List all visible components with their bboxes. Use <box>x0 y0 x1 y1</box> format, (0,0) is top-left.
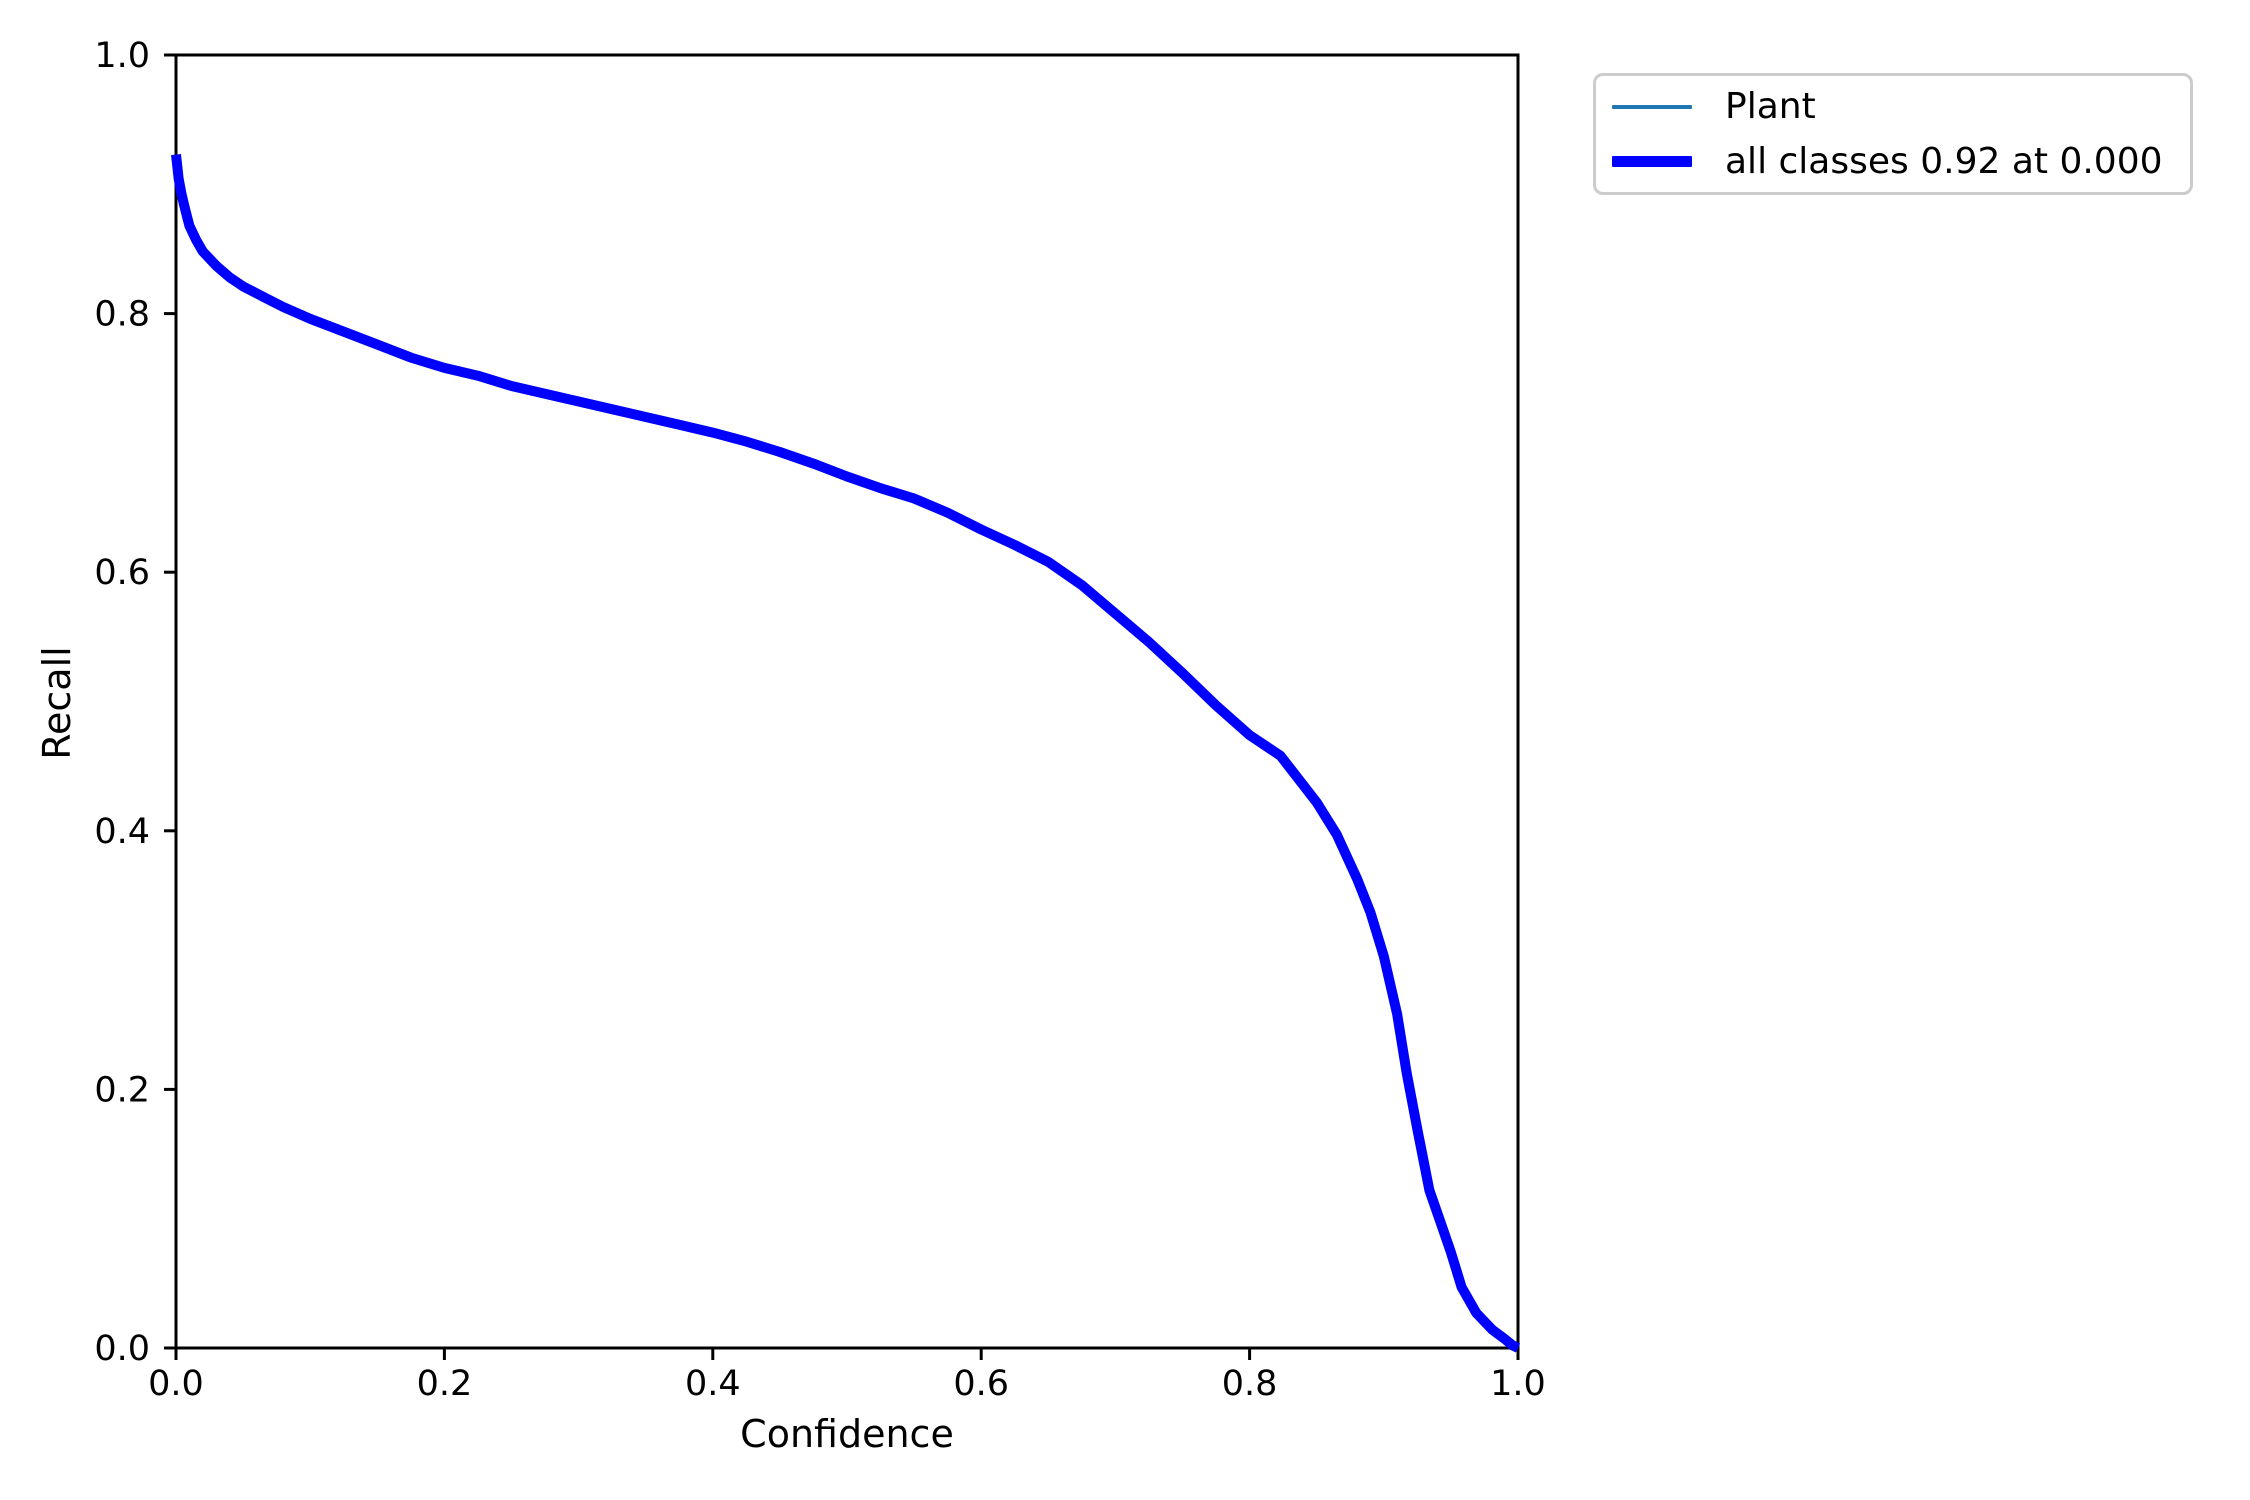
legend-item-label: Plant <box>1725 86 1816 127</box>
x-tick-label: 0.0 <box>148 1364 204 1404</box>
x-tick-label: 1.0 <box>1490 1364 1546 1404</box>
y-tick-label: 1.0 <box>94 36 150 76</box>
legend: Plant all classes 0.92 at 0.000 <box>1593 73 2193 195</box>
x-tick-label: 0.8 <box>1222 1364 1278 1404</box>
plot-border <box>174 53 1520 1350</box>
all-classes-curve-line <box>171 154 1521 1353</box>
x-tick-label: 0.4 <box>685 1364 741 1404</box>
x-tick-label: 0.2 <box>417 1364 473 1404</box>
y-tick-label: 0.4 <box>94 812 150 852</box>
legend-item-label: all classes 0.92 at 0.000 <box>1725 141 2163 182</box>
x-axis-label: Confidence <box>740 1412 954 1456</box>
y-tick-label: 0.8 <box>94 295 150 335</box>
y-tick-label: 0.2 <box>94 1070 150 1110</box>
legend-line-sample <box>1612 104 1692 109</box>
y-axis-label: Recall <box>35 646 79 760</box>
x-tick-label: 0.6 <box>953 1364 1009 1404</box>
legend-item: Plant <box>1596 79 2190 134</box>
y-tick-label: 0.6 <box>94 553 150 593</box>
plant-curve-line <box>174 154 1519 1350</box>
legend-item: all classes 0.92 at 0.000 <box>1596 134 2190 189</box>
legend-line-sample <box>1612 156 1692 167</box>
y-tick-label: 0.0 <box>94 1329 150 1369</box>
